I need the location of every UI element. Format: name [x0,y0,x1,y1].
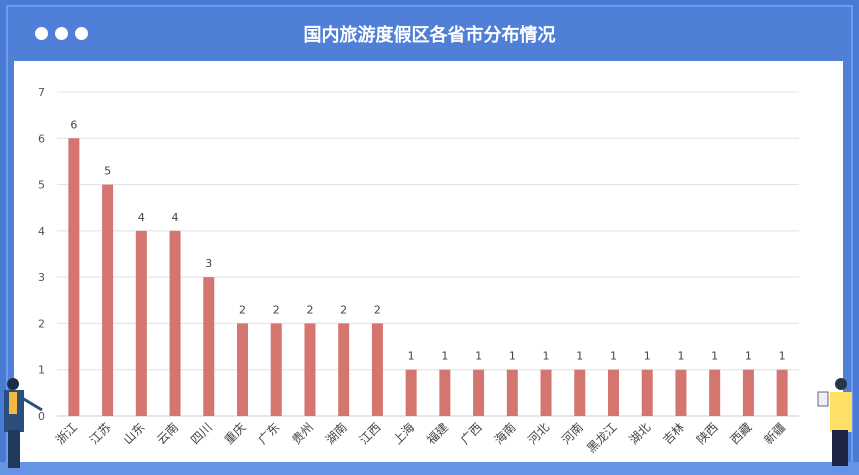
data-label: 1 [745,350,752,363]
data-label: 1 [576,350,583,363]
x-tick-label: 湖南 [322,420,350,448]
x-tick-label: 黑龙江 [584,420,619,455]
x-tick-label: 山东 [121,420,148,447]
data-label: 2 [306,303,313,316]
data-label: 1 [509,350,516,363]
x-tick-label: 贵州 [289,420,316,447]
x-tick-label: 广西 [458,420,485,447]
y-tick-label: 6 [38,132,45,145]
y-tick-label: 7 [38,86,45,99]
data-label: 4 [172,211,179,224]
bar [135,230,147,416]
x-tick-label: 海南 [491,420,519,448]
x-tick-label: 四川 [188,420,215,447]
x-tick-label: 湖北 [626,420,654,448]
bar [203,277,215,416]
bar [338,323,350,416]
x-tick-label: 河南 [558,420,586,448]
bar [439,369,451,416]
x-tick-label: 广东 [255,420,282,447]
y-tick-label: 4 [38,225,45,238]
y-tick-label: 0 [38,410,45,423]
data-label: 3 [205,257,212,270]
x-tick-label: 江苏 [87,420,114,447]
bar [742,369,754,416]
x-tick-label: 西藏 [728,420,755,447]
data-label: 1 [711,350,718,363]
bar [102,184,114,416]
x-tick-label: 云南 [154,420,182,448]
y-tick-label: 5 [38,179,45,192]
x-tick-label: 福建 [423,420,451,448]
x-tick-label: 浙江 [53,420,80,447]
window-frame: 国内旅游度假区各省市分布情况 [6,5,853,469]
data-label: 1 [677,350,684,363]
y-tick-label: 1 [38,364,45,377]
bar [405,369,417,416]
x-tick-label: 新疆 [761,420,789,448]
bar [608,369,619,416]
data-label: 1 [543,350,550,363]
y-tick-label: 3 [38,271,45,284]
x-tick-label: 江西 [357,420,384,447]
data-label: 1 [779,350,786,363]
title-bar: 国内旅游度假区各省市分布情况 [8,7,851,59]
x-tick-label: 上海 [390,420,418,448]
x-tick-label: 陕西 [693,420,721,448]
bar [709,369,721,416]
bar [776,369,788,416]
data-label: 1 [475,350,482,363]
data-label: 1 [644,350,651,363]
bar [540,369,552,416]
bar [473,369,485,416]
x-tick-label: 重庆 [222,420,249,447]
bar [68,138,80,417]
bar [169,230,181,416]
bar [371,323,383,416]
data-label: 1 [610,350,617,363]
data-label: 2 [239,303,246,316]
chart-title: 国内旅游度假区各省市分布情况 [303,25,556,46]
data-label: 6 [70,118,77,131]
bar [237,323,248,416]
data-label: 1 [441,350,448,363]
x-tick-label: 河北 [525,420,552,447]
window-dot-icon[interactable] [75,27,88,40]
y-tick-label: 2 [38,317,45,330]
window-dot-icon[interactable] [55,27,68,40]
window-dot-icon[interactable] [35,27,48,40]
bar [641,369,653,416]
bar [574,369,586,416]
chart-panel [14,61,843,464]
data-label: 4 [138,211,145,224]
bar [270,323,282,416]
data-label: 5 [104,165,111,178]
bar [506,369,518,416]
bar [304,323,316,416]
data-label: 2 [340,303,347,316]
data-label: 2 [374,303,381,316]
data-label: 1 [408,350,415,363]
data-label: 2 [273,303,280,316]
bar [675,369,687,416]
x-tick-label: 吉林 [660,420,687,447]
bottom-bar [0,462,859,475]
